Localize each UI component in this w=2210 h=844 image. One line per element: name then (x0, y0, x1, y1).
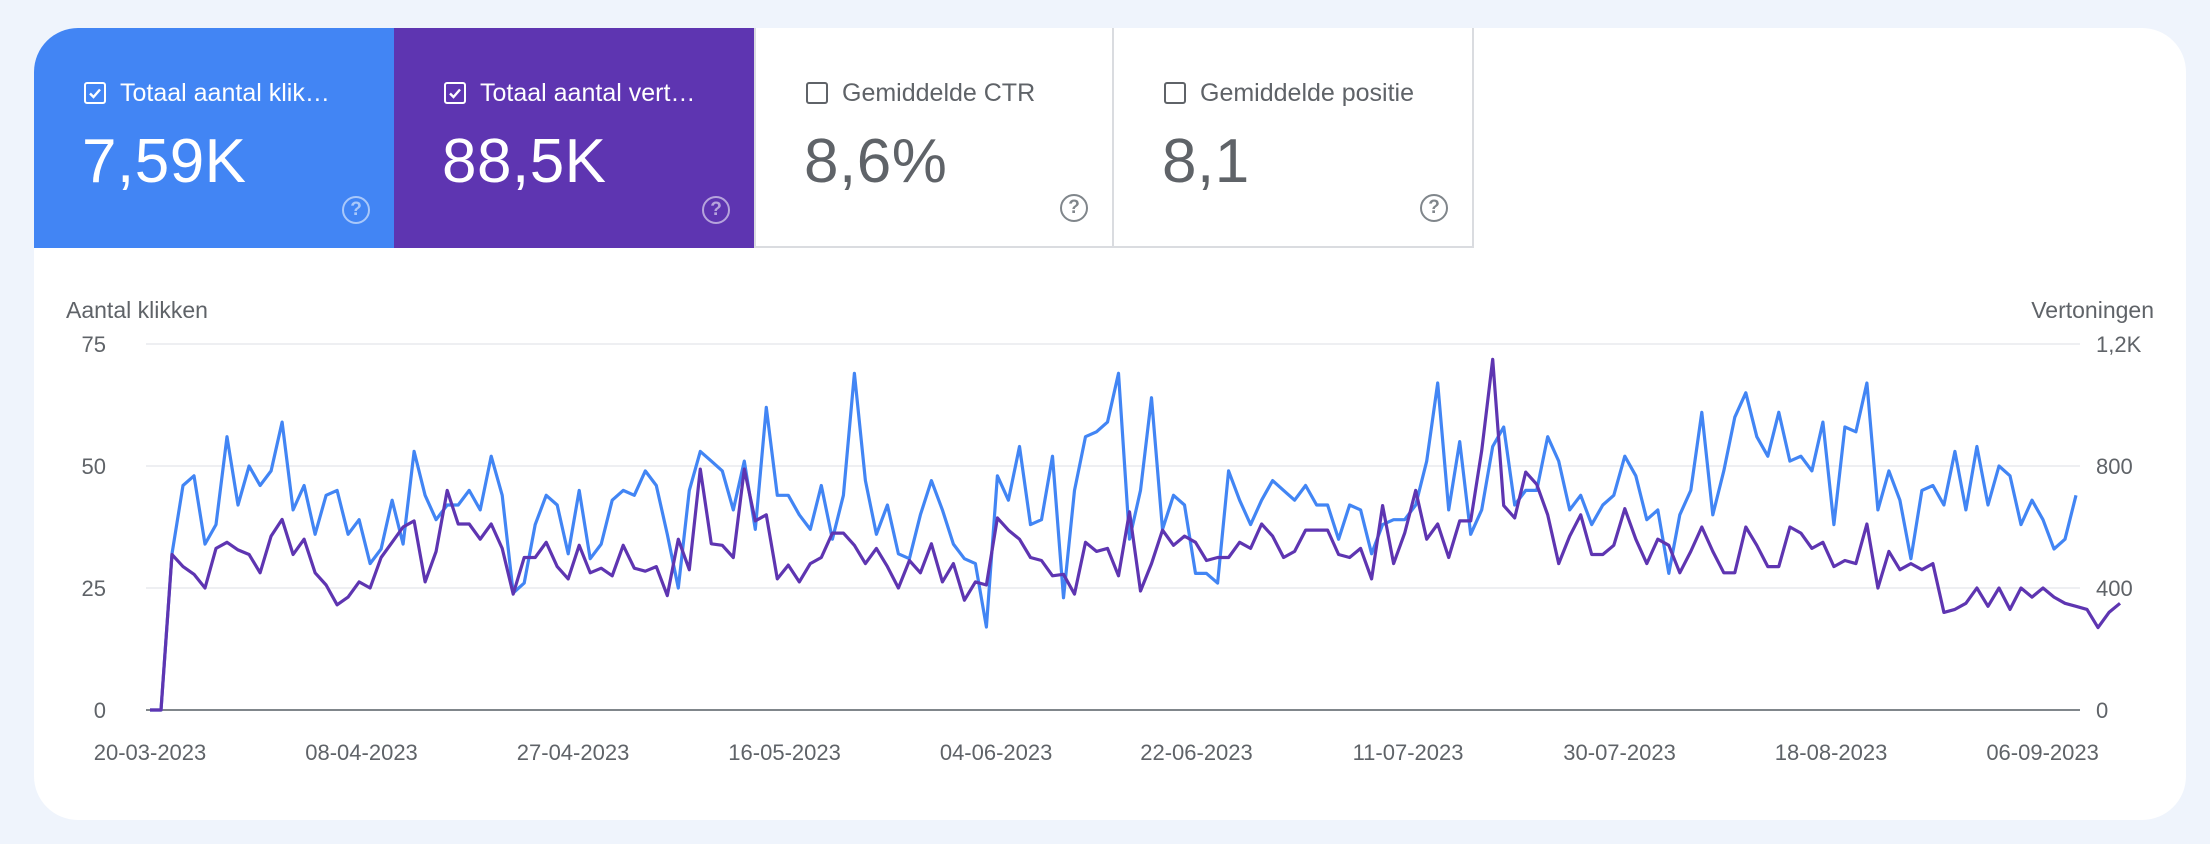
right-axis-title: Vertoningen (2031, 297, 2154, 323)
checkbox-unchecked-icon[interactable] (1164, 82, 1186, 104)
gridlines (146, 343, 2080, 711)
tile-header: Totaal aantal vert… (444, 78, 695, 108)
tile-value: 88,5K (442, 127, 607, 196)
x-tick-label: 22-06-2023 (1140, 740, 1253, 765)
tile-average-ctr[interactable]: Gemiddelde CTR 8,6% ? (754, 28, 1114, 248)
performance-chart: Aantal klikken Vertoningen 0 25 50 75 0 400 8… (66, 297, 2154, 765)
left-axis-title: Aantal klikken (66, 297, 208, 323)
metric-tiles: Totaal aantal klik… 7,59K ? Totaal aanta… (34, 28, 1474, 248)
clicks-line[interactable] (150, 371, 2078, 712)
right-tick-label: 0 (2096, 698, 2108, 723)
tile-header: Gemiddelde positie (1164, 78, 1414, 108)
tile-header: Totaal aantal klik… (84, 78, 330, 108)
checkbox-unchecked-icon[interactable] (806, 82, 828, 104)
checkbox-checked-icon[interactable] (84, 82, 106, 104)
x-tick-label: 11-07-2023 (1353, 740, 1464, 765)
tile-total-clicks[interactable]: Totaal aantal klik… 7,59K ? (34, 28, 394, 248)
tile-average-position[interactable]: Gemiddelde positie 8,1 ? (1114, 28, 1474, 248)
right-tick-label: 1,2K (2096, 332, 2142, 357)
tile-value: 8,1 (1162, 127, 1250, 196)
right-axis-ticks: 0 400 800 1,2K (2096, 332, 2142, 723)
tile-value: 7,59K (82, 127, 247, 196)
x-tick-label: 20-03-2023 (94, 740, 207, 765)
series-lines[interactable] (150, 357, 2122, 712)
tile-total-impressions[interactable]: Totaal aantal vert… 88,5K ? (394, 28, 754, 248)
right-tick-label: 800 (2096, 454, 2133, 479)
x-tick-label: 16-05-2023 (728, 740, 841, 765)
x-tick-label: 06-09-2023 (1986, 740, 2099, 765)
left-tick-label: 25 (82, 576, 106, 601)
x-tick-label: 18-08-2023 (1775, 740, 1888, 765)
checkmark-icon (89, 88, 101, 99)
left-tick-label: 0 (94, 698, 106, 723)
performance-card: Totaal aantal klik… 7,59K ? Totaal aanta… (34, 28, 2186, 820)
tile-value: 8,6% (804, 127, 948, 196)
checkmark-icon (449, 88, 461, 99)
x-axis-ticks: 20-03-2023 08-04-2023 27-04-2023 16-05-2023… (94, 740, 2099, 765)
tile-header: Gemiddelde CTR (806, 78, 1035, 108)
x-tick-label: 30-07-2023 (1563, 740, 1676, 765)
x-tick-label: 27-04-2023 (517, 740, 630, 765)
help-circle-icon[interactable]: ? (702, 196, 730, 224)
x-tick-label: 04-06-2023 (940, 740, 1053, 765)
left-axis-ticks: 0 25 50 75 (82, 332, 106, 723)
impressions-line[interactable] (150, 357, 2122, 712)
help-circle-icon[interactable]: ? (1420, 194, 1448, 222)
right-tick-label: 400 (2096, 576, 2133, 601)
help-circle-icon[interactable]: ? (1060, 194, 1088, 222)
x-tick-label: 08-04-2023 (305, 740, 418, 765)
help-circle-icon[interactable]: ? (342, 196, 370, 224)
left-tick-label: 50 (82, 454, 106, 479)
left-tick-label: 75 (82, 332, 106, 357)
checkbox-checked-icon[interactable] (444, 82, 466, 104)
